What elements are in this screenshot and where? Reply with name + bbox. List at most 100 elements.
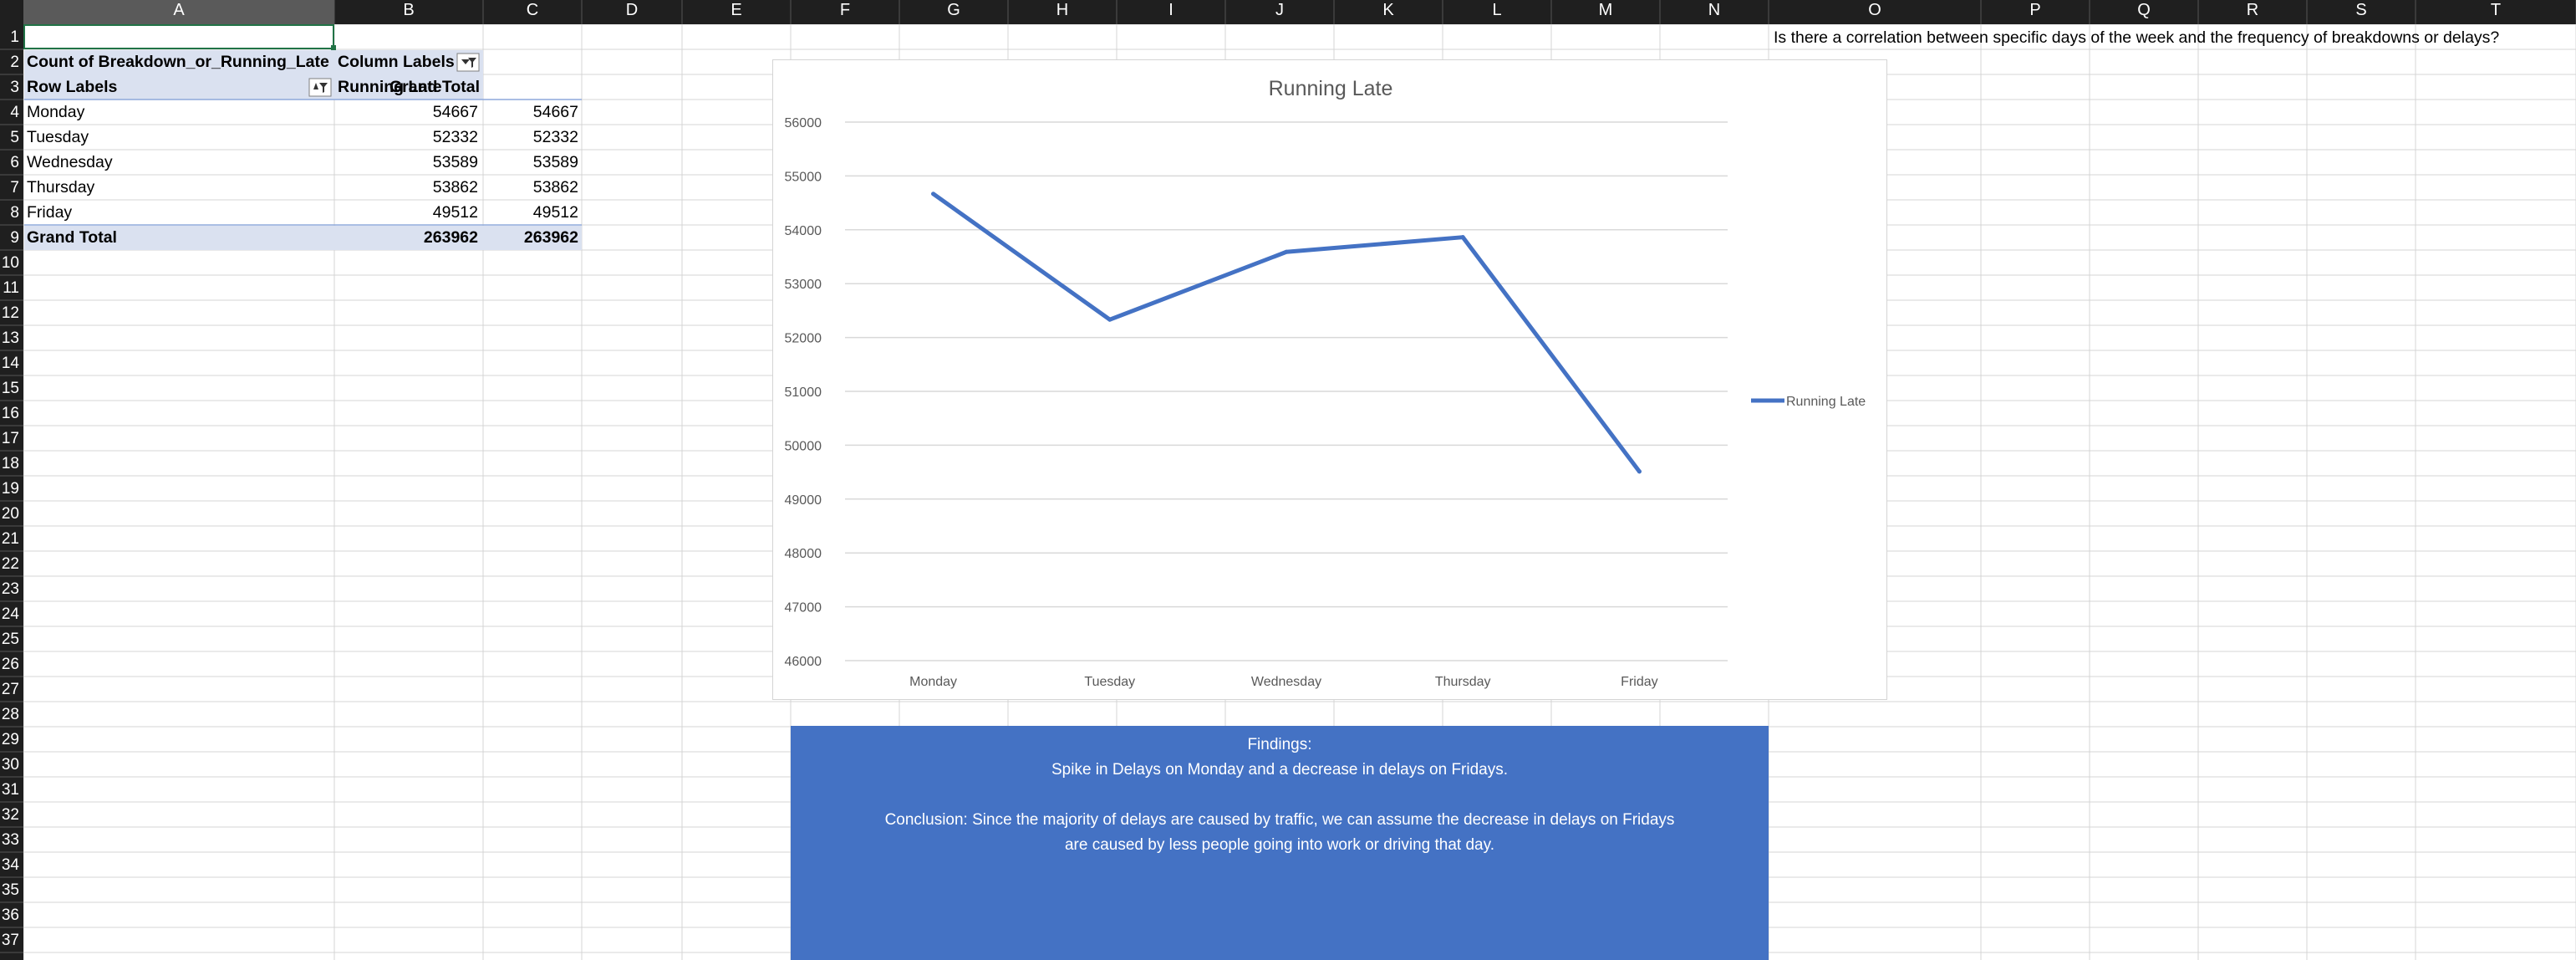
row-header-30[interactable]: 30 (2, 756, 19, 774)
column-header-s[interactable]: S (2355, 1, 2366, 19)
row-header-1[interactable]: 1 (10, 28, 19, 46)
chevron-down-icon (461, 59, 470, 64)
row-header-34[interactable]: 34 (2, 856, 20, 874)
row-header-5[interactable]: 5 (10, 129, 19, 146)
row-header-4[interactable]: 4 (10, 104, 19, 121)
row-header-28[interactable]: 28 (2, 706, 19, 723)
column-header-q[interactable]: Q (2137, 1, 2151, 19)
column-header-j[interactable]: J (1275, 1, 1284, 19)
row-header-9[interactable]: 9 (10, 229, 19, 247)
row-header-2[interactable]: 2 (10, 54, 19, 71)
row-header-10[interactable]: 10 (2, 254, 19, 272)
row-header-17[interactable]: 17 (2, 430, 19, 447)
column-header-f[interactable]: F (840, 1, 850, 19)
row-header-18[interactable]: 18 (2, 455, 19, 472)
row-header-6[interactable]: 6 (10, 154, 19, 171)
row-header-12[interactable]: 12 (2, 304, 19, 322)
y-tick-label: 54000 (785, 224, 822, 238)
x-tick-label: Tuesday (1084, 675, 1135, 689)
y-tick-label: 53000 (785, 278, 822, 292)
column-header-g[interactable]: G (947, 1, 960, 19)
pivot-row-label: Thursday (27, 178, 95, 197)
y-tick-label: 48000 (785, 547, 822, 561)
row-header-36[interactable]: 36 (2, 906, 19, 924)
column-header-m[interactable]: M (1599, 1, 1613, 19)
pivot-grand-total-value: 49512 (533, 203, 578, 222)
x-tick-label: Thursday (1435, 675, 1491, 689)
row-header-35[interactable]: 35 (2, 881, 19, 899)
data-point[interactable] (1107, 317, 1112, 322)
line-chart[interactable]: Running Late 46000 47000 48000 49000 50000 510… (772, 59, 1887, 700)
row-header-23[interactable]: 23 (2, 580, 19, 598)
row-header-15[interactable]: 15 (2, 380, 19, 397)
sort-icon (313, 83, 318, 89)
column-header-r[interactable]: R (2247, 1, 2258, 19)
row-header-22[interactable]: 22 (2, 555, 19, 573)
pivot-running-late-value: 53589 (433, 153, 478, 171)
row-header-20[interactable]: 20 (2, 505, 19, 523)
row-header-33[interactable]: 33 (2, 831, 19, 849)
column-header-bar (0, 0, 2576, 24)
column-labels-filter-button[interactable] (456, 53, 480, 72)
findings-line: Spike in Delays on Monday and a decrease… (1051, 761, 1509, 779)
column-header-i[interactable]: I (1168, 1, 1173, 19)
row-labels-filter-button[interactable] (308, 78, 332, 97)
legend-label: Running Late (1786, 395, 1866, 409)
row-header-16[interactable]: 16 (2, 405, 19, 422)
pivot-running-late-value: 49512 (433, 203, 478, 222)
pivot-row-label: Wednesday (27, 153, 113, 171)
column-header-b[interactable]: B (403, 1, 414, 19)
column-header-t[interactable]: T (2491, 1, 2501, 19)
pivot-header-running-late: Running Late (338, 78, 442, 96)
row-header-13[interactable]: 13 (2, 329, 19, 347)
column-header-d[interactable]: D (626, 1, 638, 19)
column-header-l[interactable]: L (1492, 1, 1501, 19)
column-header-p[interactable]: P (2029, 1, 2040, 19)
row-header-14[interactable]: 14 (2, 355, 20, 372)
y-tick-label: 52000 (785, 332, 822, 346)
column-header-n[interactable]: N (1708, 1, 1720, 19)
data-point[interactable] (1460, 235, 1465, 240)
findings-line (791, 783, 1769, 808)
row-header-27[interactable]: 27 (2, 681, 19, 698)
column-header-a[interactable]: A (173, 1, 185, 19)
data-point[interactable] (931, 191, 936, 197)
series-line-running-late[interactable] (931, 191, 1642, 474)
filter-icon (468, 58, 476, 68)
row-header-11[interactable]: 11 (3, 279, 19, 297)
row-header-25[interactable]: 25 (2, 631, 19, 648)
pivot-grand-total-running-late: 263962 (424, 228, 478, 247)
y-tick-label: 55000 (785, 170, 822, 184)
data-point[interactable] (1284, 249, 1289, 254)
data-point[interactable] (1637, 469, 1642, 474)
fill-handle[interactable] (331, 45, 336, 50)
column-header-c[interactable]: C (527, 1, 538, 19)
row-header-7[interactable]: 7 (10, 179, 19, 197)
row-header-3[interactable]: 3 (10, 79, 19, 96)
x-tick-label: Monday (909, 675, 957, 689)
row-header-31[interactable]: 31 (2, 781, 19, 799)
findings-textbox[interactable]: Findings: Spike in Delays on Monday and a… (791, 726, 1769, 960)
column-header-k[interactable]: K (1382, 1, 1394, 19)
pivot-row-label: Monday (27, 103, 85, 121)
pivot-header-fill (24, 50, 483, 100)
pivot-grand-total-value: 53589 (533, 153, 578, 171)
row-header-32[interactable]: 32 (2, 806, 19, 824)
row-header-26[interactable]: 26 (2, 656, 19, 673)
row-header-24[interactable]: 24 (2, 605, 20, 623)
row-header-37[interactable]: 37 (2, 932, 19, 949)
column-header-h[interactable]: H (1056, 1, 1068, 19)
column-header-e[interactable]: E (731, 1, 741, 19)
y-tick-label: 47000 (785, 601, 822, 615)
selected-cell-a1[interactable] (23, 24, 334, 49)
x-tick-label: Wednesday (1251, 675, 1321, 689)
row-header-29[interactable]: 29 (2, 731, 19, 748)
pivot-grand-total-label: Grand Total (27, 228, 117, 247)
row-header-bar (0, 24, 23, 960)
pivot-grand-total-value: 53862 (533, 178, 578, 197)
column-header-o[interactable]: O (1868, 1, 1881, 19)
y-tick-label: 46000 (785, 655, 822, 669)
row-header-8[interactable]: 8 (10, 204, 19, 222)
row-header-21[interactable]: 21 (2, 530, 19, 548)
row-header-19[interactable]: 19 (2, 480, 19, 498)
